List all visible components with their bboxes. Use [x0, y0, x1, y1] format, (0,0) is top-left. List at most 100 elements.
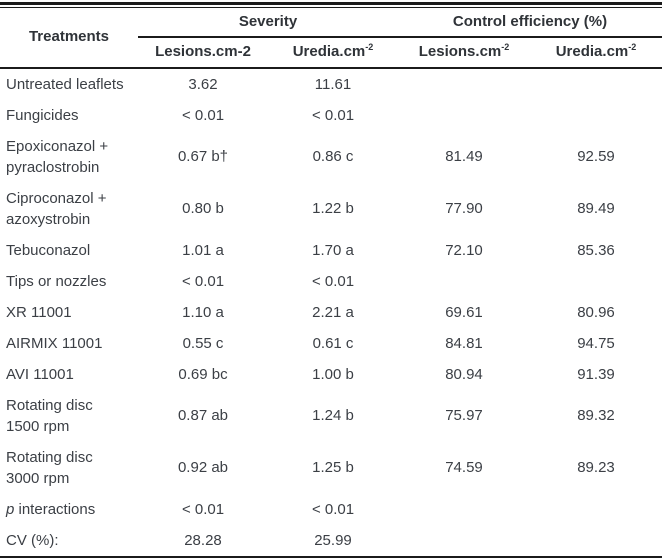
col-header-superscript: -2 [365, 41, 374, 52]
cell-value: 3.62 [188, 75, 218, 93]
cell-value: 1.22 b [312, 200, 354, 218]
table-row-untreated-leaflets: Untreated leaflets 3.62 11.61 [0, 68, 662, 100]
treatment-name: Ciproconazol + azoxystrobin [6, 189, 107, 228]
col-header-control-lesions: Lesions.cm-2 [398, 36, 530, 69]
cell-value: 69.61 [445, 303, 483, 321]
cell-value [530, 494, 662, 525]
cell-value: 85.36 [577, 241, 615, 259]
header-sub-row: Lesions.cm-2 Uredia.cm-2 Lesions.cm-2 Ur… [0, 36, 662, 69]
treatment-name: AIRMIX 11001 [6, 334, 103, 352]
cell-value: 28.28 [184, 531, 222, 549]
treatment-name: AVI 11001 [6, 365, 74, 383]
table-row-rotating-disc-1500: Rotating disc 1500 rpm 0.87 ab 1.24 b 75… [0, 390, 662, 442]
cell-value: 77.90 [445, 200, 483, 218]
treatment-name: Rotating disc 3000 rpm [6, 448, 93, 487]
cell-value: 0.55 c [182, 334, 224, 352]
cell-value: < 0.01 [311, 500, 355, 518]
table-row-ciproconazol-azoxystrobin: Ciproconazol + azoxystrobin 0.80 b 1.22 … [0, 183, 662, 235]
cell-value: 80.96 [577, 303, 615, 321]
cell-value: 1.00 b [312, 365, 354, 383]
treatment-name: Rotating disc 1500 rpm [6, 396, 93, 435]
treatment-name: Fungicides [6, 106, 79, 124]
top-rule-thin [0, 6, 662, 8]
cell-value: 1.24 b [312, 407, 354, 425]
col-header-control-uredia: Uredia.cm-2 [530, 36, 662, 69]
col-header-text: Lesions.cm [418, 42, 502, 60]
header-group-row: Treatments Severity Control efficiency (… [0, 7, 662, 69]
col-group-control-efficiency: Control efficiency (%) [398, 7, 662, 38]
table-row-p-interactions: p interactions < 0.01 < 0.01 [0, 494, 662, 525]
table-top-double-rule [0, 2, 662, 8]
cell-value: 0.86 c [312, 148, 354, 166]
col-header-superscript: -2 [628, 41, 637, 52]
treatment-name: XR 11001 [6, 303, 72, 321]
treatment-name: Untreated leaflets [6, 75, 124, 93]
cell-value: 89.23 [577, 459, 615, 477]
cell-value: 1.70 a [312, 241, 354, 259]
table-row-fungicides: Fungicides < 0.01 < 0.01 [0, 100, 662, 131]
cell-value: 0.67 b† [177, 148, 229, 166]
cell-value [530, 525, 662, 556]
table-row-xr-11001: XR 11001 1.10 a 2.21 a 69.61 80.96 [0, 297, 662, 328]
table-row-tebuconazol: Tebuconazol 1.01 a 1.70 a 72.10 85.36 [0, 235, 662, 266]
table-row-epoxiconazol-pyraclostrobin: Epoxiconazol + pyraclostrobin 0.67 b† 0.… [0, 131, 662, 183]
col-group-severity: Severity [138, 7, 398, 38]
cell-value: 0.61 c [312, 334, 354, 352]
col-header-severity-lesions: Lesions.cm-2 [138, 36, 268, 69]
cell-value: 91.39 [577, 365, 615, 383]
treatments-results-table: Treatments Severity Control efficiency (… [0, 7, 662, 556]
cell-value: 84.81 [445, 334, 483, 352]
cell-value [398, 68, 530, 100]
cell-value: 0.69 bc [178, 365, 228, 383]
cell-value: < 0.01 [311, 272, 355, 290]
cell-value: 89.49 [577, 200, 615, 218]
treatment-name: CV (%): [6, 531, 59, 549]
cell-value: 2.21 a [312, 303, 354, 321]
cell-value [398, 100, 530, 131]
cell-value: 11.61 [314, 75, 352, 93]
table-row-avi-11001: AVI 11001 0.69 bc 1.00 b 80.94 91.39 [0, 359, 662, 390]
cell-value: 81.49 [445, 148, 483, 166]
col-header-superscript: -2 [501, 41, 510, 52]
col-header-text: Uredia.cm [292, 42, 366, 60]
col-header-treatments: Treatments [0, 7, 138, 69]
cell-value [530, 68, 662, 100]
cell-value: < 0.01 [181, 500, 225, 518]
cell-value [398, 266, 530, 297]
cell-value: 1.25 b [312, 459, 354, 477]
cell-value: < 0.01 [311, 106, 355, 124]
table-row-tips-or-nozzles: Tips or nozzles < 0.01 < 0.01 [0, 266, 662, 297]
col-header-text: Lesions.cm-2 [155, 42, 251, 60]
bottom-rule-thick [0, 555, 662, 558]
treatment-name: Tebuconazol [6, 241, 91, 259]
cell-value: 80.94 [445, 365, 483, 383]
col-header-severity-uredia: Uredia.cm-2 [268, 36, 398, 69]
cell-value [530, 100, 662, 131]
treatment-name: p interactions [0, 494, 138, 525]
table-row-rotating-disc-3000: Rotating disc 3000 rpm 0.92 ab 1.25 b 74… [0, 442, 662, 494]
cell-value: 92.59 [577, 148, 615, 166]
cell-value: 74.59 [445, 459, 483, 477]
cell-value: 72.10 [445, 241, 483, 259]
cell-value: 0.87 ab [177, 407, 229, 425]
cell-value: 1.01 a [182, 241, 224, 259]
cell-value [530, 266, 662, 297]
p-symbol-italic: p [6, 500, 15, 518]
cell-value [398, 494, 530, 525]
table-bottom-double-rule [0, 555, 662, 558]
treatment-name: Epoxiconazol + pyraclostrobin [6, 137, 109, 176]
cell-value: < 0.01 [181, 106, 225, 124]
cell-value: 89.32 [577, 407, 615, 425]
top-rule-thick [0, 2, 662, 5]
cell-value: < 0.01 [181, 272, 225, 290]
cell-value [398, 525, 530, 556]
cell-value: 25.99 [314, 531, 352, 549]
cell-value: 0.92 ab [177, 459, 229, 477]
cell-value: 0.80 b [182, 200, 224, 218]
cell-value: 1.10 a [182, 303, 224, 321]
treatment-name: Tips or nozzles [6, 272, 107, 290]
treatment-name-rest: interactions [14, 500, 96, 518]
table-row-airmix-11001: AIRMIX 11001 0.55 c 0.61 c 84.81 94.75 [0, 328, 662, 359]
col-header-text: Uredia.cm [555, 42, 629, 60]
